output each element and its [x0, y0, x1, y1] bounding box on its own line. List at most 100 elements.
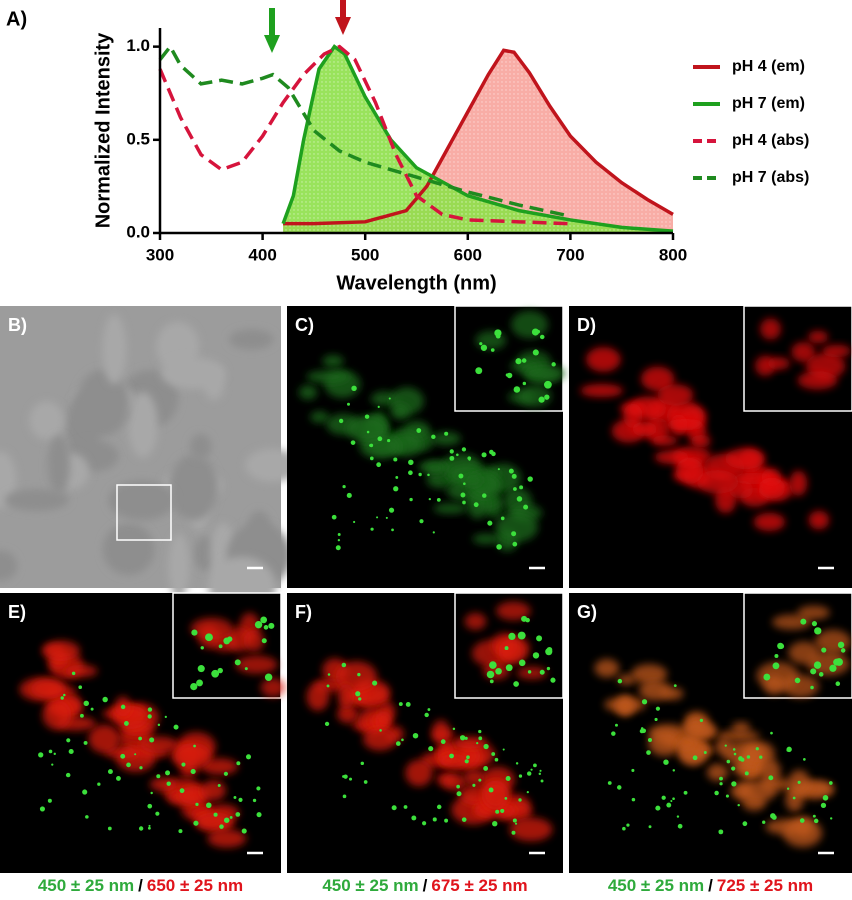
vesicle — [646, 750, 651, 755]
inset-vesicle — [475, 367, 483, 375]
x-tick-label: 400 — [248, 245, 276, 264]
vesicle — [138, 826, 144, 831]
vesicle — [464, 736, 468, 740]
cell — [648, 729, 682, 757]
panel-label: B) — [8, 315, 27, 335]
vesicle — [478, 736, 483, 741]
vesicle — [436, 497, 441, 502]
vesicle — [692, 755, 698, 761]
vesicle — [147, 803, 153, 809]
inset-vesicle — [211, 669, 220, 678]
caption-part: 450 ± 25 nm — [608, 876, 704, 895]
vesicle — [350, 440, 356, 445]
inset-cell — [772, 614, 812, 630]
caption-part: / — [423, 876, 428, 895]
inset-vesicle — [829, 664, 837, 672]
vesicle — [389, 507, 394, 513]
vesicle — [224, 772, 227, 775]
vesicle — [526, 790, 529, 794]
vesicle — [461, 817, 467, 822]
cell — [463, 474, 483, 486]
inset-vesicle — [494, 329, 502, 337]
cell — [453, 736, 488, 749]
vesicle — [488, 787, 494, 793]
texture — [169, 454, 218, 521]
vesicle — [497, 468, 500, 471]
vesicle — [770, 813, 776, 819]
vesicle — [335, 545, 341, 551]
vesicle — [786, 787, 790, 790]
caption-part: 725 ± 25 nm — [717, 876, 813, 895]
vesicle — [502, 748, 505, 751]
inset-vesicle — [800, 618, 807, 625]
vesicle — [538, 772, 542, 776]
texture — [29, 401, 64, 440]
inset-vesicle — [521, 358, 527, 363]
vesicle — [213, 812, 218, 817]
vesicle — [241, 828, 247, 834]
cell — [306, 682, 330, 711]
inset-cell — [498, 638, 526, 665]
vesicle — [463, 482, 466, 486]
vesicle — [718, 829, 724, 835]
vesicle — [731, 766, 736, 771]
vesicle — [458, 473, 464, 479]
vesicle — [48, 749, 53, 754]
vesicle — [512, 818, 517, 823]
cell — [706, 763, 729, 782]
vesicle — [60, 696, 64, 700]
vesicle — [491, 752, 496, 756]
inset-cell — [516, 666, 548, 680]
vesicle — [428, 497, 431, 501]
vesicle — [155, 811, 160, 816]
inset-vesicle — [835, 681, 841, 686]
cell — [759, 758, 781, 785]
vesicle — [724, 744, 727, 747]
vesicle — [173, 724, 179, 730]
vesicle — [526, 771, 532, 776]
inset-vesicle — [505, 373, 509, 377]
caption-part: 450 ± 25 nm — [322, 876, 418, 895]
vesicle — [427, 473, 430, 477]
inset-cell — [190, 617, 233, 640]
vesicle — [648, 825, 652, 829]
texture — [161, 357, 226, 390]
vesicle — [66, 738, 71, 743]
vesicle — [829, 781, 833, 785]
vesicle — [398, 702, 403, 707]
vesicle — [393, 457, 398, 462]
cell — [509, 817, 553, 842]
micrograph: C) — [287, 305, 566, 588]
series-line — [281, 44, 674, 233]
caption: 450 ± 25 nm /675 ± 25 nm — [322, 876, 527, 895]
vesicle — [714, 790, 719, 796]
cell — [42, 700, 72, 730]
micrograph: D) — [569, 305, 852, 588]
vesicle — [478, 729, 482, 734]
vesicle — [812, 814, 816, 818]
vesicle — [337, 532, 341, 536]
inset-vesicle — [546, 666, 551, 671]
vesicle — [489, 449, 494, 455]
vesicle — [482, 493, 487, 498]
vesicle — [461, 447, 467, 452]
vesicle — [147, 707, 153, 712]
inset-cell — [475, 330, 507, 350]
cell — [431, 431, 461, 446]
arrow — [335, 17, 351, 35]
cell — [731, 722, 751, 733]
area-texture — [283, 50, 673, 234]
vesicle — [164, 715, 167, 719]
vesicle — [449, 455, 455, 461]
y-tick-label: 0.5 — [126, 129, 150, 148]
vesicle — [515, 762, 519, 765]
inset-vesicle — [479, 342, 483, 346]
vesicle — [357, 672, 361, 677]
vesicle — [83, 740, 88, 745]
inset-vesicle — [190, 683, 198, 691]
vesicle — [120, 704, 126, 710]
inset-vesicle — [840, 648, 846, 653]
cell — [201, 780, 226, 801]
cell — [149, 777, 178, 792]
legend-label: pH 7 (em) — [732, 95, 805, 112]
